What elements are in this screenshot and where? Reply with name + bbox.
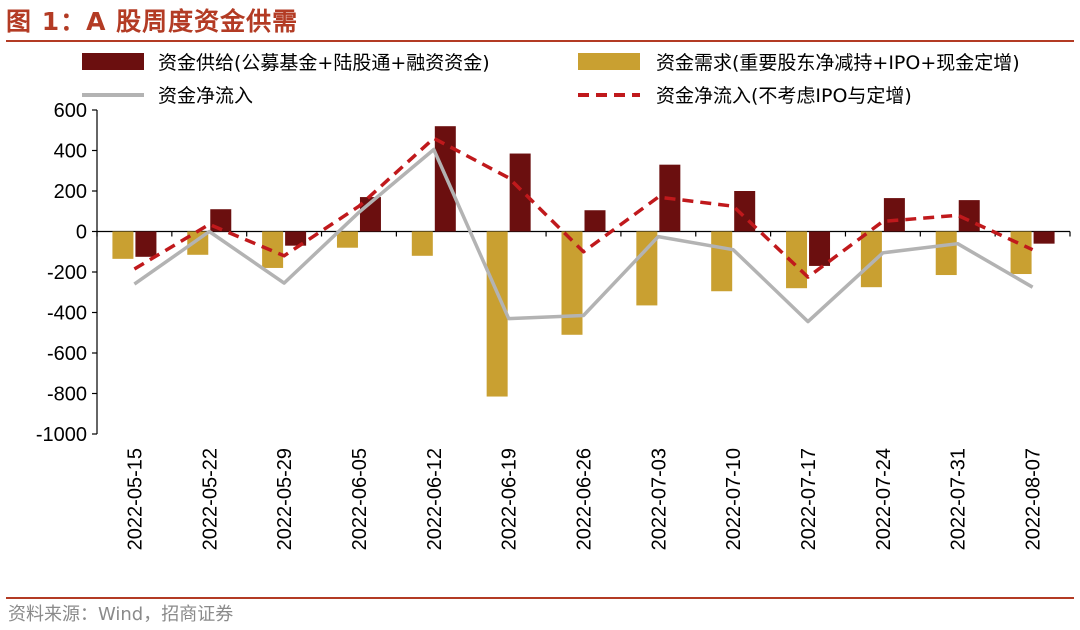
chart: 资金供给(公募基金+陆股通+融资资金) 资金需求(重要股东净减持+IPO+现金定… <box>36 52 1071 550</box>
y-tick-label: -200 <box>47 262 87 284</box>
bar-demand <box>860 231 882 288</box>
legend-label-demand: 资金需求(重要股东净减持+IPO+现金定增) <box>656 52 1020 74</box>
x-tick-label: 2022-06-19 <box>499 448 521 550</box>
bar-supply <box>1033 231 1055 244</box>
x-tick-label: 2022-07-31 <box>948 448 970 550</box>
x-axis-labels: 2022-05-15 2022-05-22 2022-05-29 2022-06-05… <box>124 448 1044 550</box>
x-tick-label: 2022-08-07 <box>1023 448 1045 550</box>
x-tick-label: 2022-07-10 <box>723 448 745 550</box>
legend-label-net-ex: 资金净流入(不考虑IPO与定增) <box>656 85 912 107</box>
bar-demand <box>336 231 358 248</box>
legend: 资金供给(公募基金+陆股通+融资资金) 资金需求(重要股东净减持+IPO+现金定… <box>82 52 1020 107</box>
line-net-inflow <box>133 147 1034 324</box>
y-tick-label: 0 <box>76 222 87 244</box>
source-note: 资料来源：Wind，招商证券 <box>8 604 234 625</box>
page-title: 图 1：A 股周度资金供需 <box>6 7 299 36</box>
bar-demand <box>561 231 583 335</box>
title-divider <box>6 40 1074 42</box>
legend-label-supply: 资金供给(公募基金+陆股通+融资资金) <box>158 52 490 74</box>
x-tick-label: 2022-07-03 <box>648 448 670 550</box>
footer-divider <box>6 597 1074 599</box>
bar-supply <box>509 153 531 232</box>
line-net-inflow-ex <box>133 136 1034 279</box>
x-tick-label: 2022-05-15 <box>124 448 146 550</box>
bar-demand <box>112 231 134 259</box>
legend-swatch-demand <box>578 53 640 70</box>
bar-supply <box>809 231 831 266</box>
y-tick-label: 600 <box>54 100 87 122</box>
bar-demand <box>1010 231 1032 275</box>
x-tick-label: 2022-05-29 <box>274 448 296 550</box>
y-tick-label: -600 <box>47 343 87 365</box>
x-tick-label: 2022-05-22 <box>199 448 221 550</box>
bar-demand <box>411 231 433 256</box>
y-tick-label: -800 <box>47 384 87 406</box>
bar-demand <box>786 231 808 289</box>
bar-supply <box>584 210 606 232</box>
lines <box>133 136 1034 324</box>
x-tick-label: 2022-06-05 <box>349 448 371 550</box>
bar-demand <box>486 231 508 397</box>
bar-demand <box>935 231 957 276</box>
x-tick-label: 2022-07-17 <box>798 448 820 550</box>
legend-label-net: 资金净流入 <box>158 85 253 107</box>
y-tick-label: 200 <box>54 181 87 203</box>
y-tick-label: 400 <box>54 141 87 163</box>
x-tick-label: 2022-06-26 <box>574 448 596 550</box>
bar-supply <box>958 200 980 232</box>
bar-supply <box>135 231 157 257</box>
y-tick-label: -400 <box>47 303 87 325</box>
bar-demand <box>262 231 284 268</box>
axes: 600 400 200 0 -200 -400 -600 -800 -1000 <box>36 100 1071 446</box>
bar-demand <box>636 231 658 306</box>
x-tick-label: 2022-06-12 <box>424 448 446 550</box>
y-tick-label: -1000 <box>36 424 87 446</box>
x-tick-label: 2022-07-24 <box>873 448 895 550</box>
bar-demand <box>711 231 733 292</box>
bar-supply <box>285 231 307 246</box>
legend-swatch-supply <box>82 53 144 70</box>
bar-supply <box>883 198 905 232</box>
